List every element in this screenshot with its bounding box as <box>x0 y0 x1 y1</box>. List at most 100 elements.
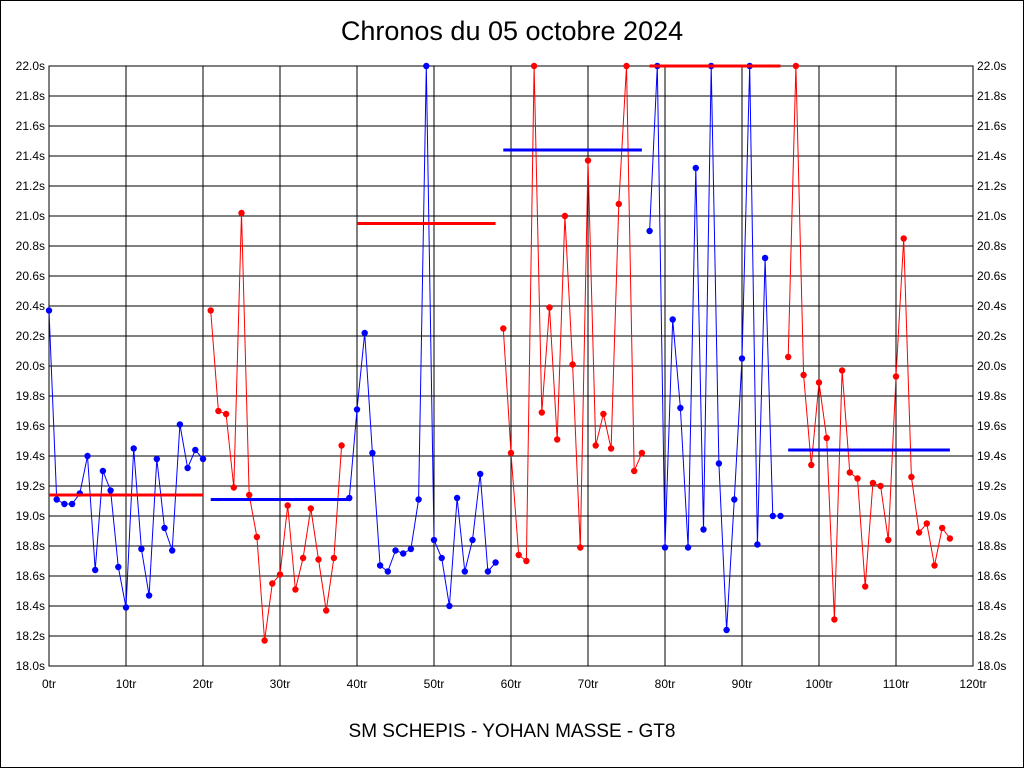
data-point <box>684 544 692 551</box>
data-point <box>438 554 445 562</box>
data-point <box>430 536 438 544</box>
y-tick-label-left: 19.6s <box>16 419 45 433</box>
data-point <box>484 568 492 575</box>
data-point <box>677 404 684 412</box>
x-tick-label: 0tr <box>42 677 56 691</box>
data-point <box>199 455 207 463</box>
data-point <box>569 361 576 368</box>
x-tick-label: 120tr <box>959 677 986 691</box>
x-tick-label: 100tr <box>805 677 832 691</box>
x-tick-label: 30tr <box>270 677 291 691</box>
data-point <box>284 502 291 509</box>
data-point <box>700 526 707 533</box>
series-line <box>787 65 951 620</box>
data-point <box>353 406 361 413</box>
data-point <box>715 460 723 467</box>
data-point <box>68 500 76 508</box>
data-point <box>877 482 884 490</box>
data-point <box>538 409 545 416</box>
y-tick-label-right: 19.8s <box>977 389 1006 403</box>
y-tick-label-left: 18.2s <box>16 629 45 643</box>
y-tick-label-left: 21.0s <box>16 209 45 223</box>
data-point <box>307 505 314 512</box>
data-point <box>99 467 107 475</box>
data-point <box>400 550 407 557</box>
chart-title: Chronos du 05 octobre 2024 <box>340 16 684 46</box>
data-point <box>461 568 468 575</box>
data-point <box>800 371 807 379</box>
data-point <box>361 329 368 337</box>
series-line <box>210 212 343 641</box>
data-point <box>469 536 476 544</box>
data-point <box>515 551 522 559</box>
y-tick-label-left: 20.8s <box>16 239 45 253</box>
data-point <box>692 164 699 172</box>
data-point <box>192 446 199 454</box>
data-point <box>122 604 130 611</box>
data-point <box>253 533 261 541</box>
data-point <box>584 157 592 164</box>
data-point <box>292 586 299 593</box>
data-point <box>500 325 507 332</box>
data-point <box>815 379 823 386</box>
data-point <box>261 637 268 644</box>
y-tick-label-right: 21.0s <box>977 209 1006 223</box>
y-tick-label-right: 20.8s <box>977 239 1006 253</box>
data-point <box>646 227 653 235</box>
data-point <box>107 487 114 494</box>
data-point <box>661 544 669 551</box>
chart-footer: SM SCHEPIS - YOHAN MASSE - GT8 <box>348 721 676 742</box>
data-point <box>477 470 484 478</box>
y-tick-label-right: 18.0s <box>977 659 1006 673</box>
x-tick-label: 10tr <box>116 677 137 691</box>
y-tick-label-left: 21.6s <box>16 119 45 133</box>
data-point <box>631 467 638 475</box>
data-point <box>892 373 900 380</box>
data-point <box>246 491 253 499</box>
data-point <box>669 316 676 323</box>
data-point <box>507 449 515 457</box>
y-tick-label-right: 21.8s <box>977 89 1006 103</box>
data-point <box>184 464 191 472</box>
y-tick-label-left: 20.2s <box>16 329 45 343</box>
x-tick-label: 80tr <box>655 677 676 691</box>
y-tick-label-left: 19.8s <box>16 389 45 403</box>
y-tick-label-left: 22.0s <box>16 59 45 73</box>
data-point <box>761 254 769 262</box>
data-point <box>785 353 792 361</box>
data-point <box>384 568 391 575</box>
data-point <box>222 410 230 418</box>
y-tick-label-left: 19.0s <box>16 509 45 523</box>
y-tick-label-left: 18.4s <box>16 599 45 613</box>
x-tick-label: 90tr <box>732 677 753 691</box>
data-point <box>215 407 222 415</box>
data-point <box>592 442 599 449</box>
data-point <box>376 562 384 569</box>
data-point <box>554 436 561 443</box>
y-tick-label-left: 19.2s <box>16 479 45 493</box>
y-tick-label-left: 20.0s <box>16 359 45 373</box>
y-tick-label-right: 19.2s <box>977 479 1006 493</box>
data-point <box>330 554 338 562</box>
data-point <box>276 571 284 578</box>
data-point <box>808 461 815 469</box>
data-point <box>939 524 946 532</box>
data-point <box>923 520 930 527</box>
data-point <box>946 535 954 542</box>
data-point <box>600 410 607 418</box>
data-point <box>45 307 53 314</box>
data-point <box>299 554 307 562</box>
y-tick-label-right: 20.4s <box>977 299 1006 313</box>
data-point <box>623 62 630 70</box>
data-point <box>823 434 830 442</box>
data-point <box>915 529 923 536</box>
y-tick-label-right: 21.4s <box>977 149 1006 163</box>
y-tick-label-right: 19.4s <box>977 449 1006 463</box>
data-point <box>769 512 776 520</box>
data-point <box>453 494 461 502</box>
y-tick-label-left: 20.4s <box>16 299 45 313</box>
data-point <box>900 235 907 242</box>
y-tick-label-right: 21.6s <box>977 119 1006 133</box>
data-point <box>931 562 938 569</box>
